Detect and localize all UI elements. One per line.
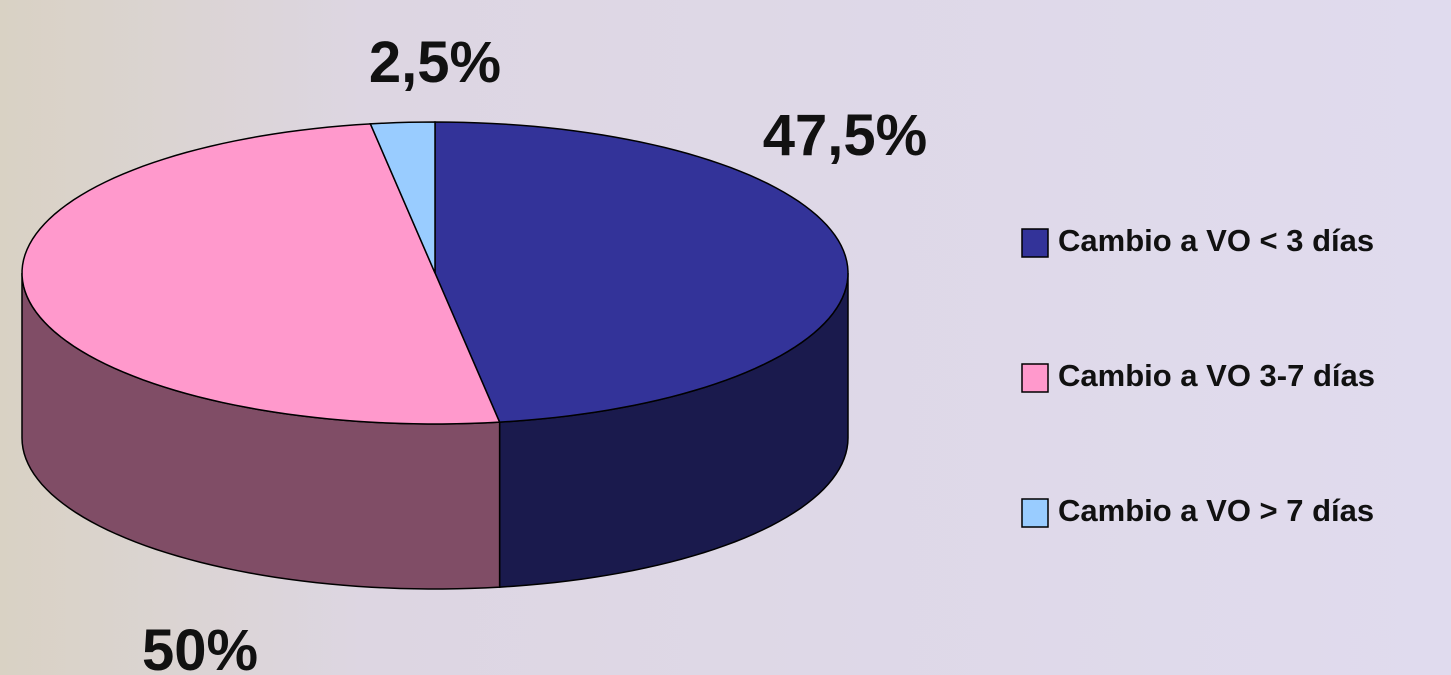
slice	[21, 123, 501, 425]
legend-label: Cambio a VO 3-7 días	[1058, 358, 1375, 393]
value-label: 2,5%	[369, 30, 501, 95]
pie: 47,5% 50% 2,5%	[21, 30, 927, 675]
legend-swatch	[1021, 363, 1049, 393]
legend-swatch	[1021, 228, 1049, 258]
value-label: 50%	[142, 618, 258, 675]
legend-label: Cambio a VO < 3 días	[1058, 223, 1374, 258]
legend: Cambio a VO < 3 días Cambio a VO 3-7 días…	[1021, 223, 1375, 528]
legend-swatch	[1021, 498, 1049, 528]
value-label: 47,5%	[763, 103, 927, 168]
slice	[434, 121, 849, 423]
legend-label: Cambio a VO > 7 días	[1058, 493, 1374, 528]
slice	[369, 121, 436, 274]
